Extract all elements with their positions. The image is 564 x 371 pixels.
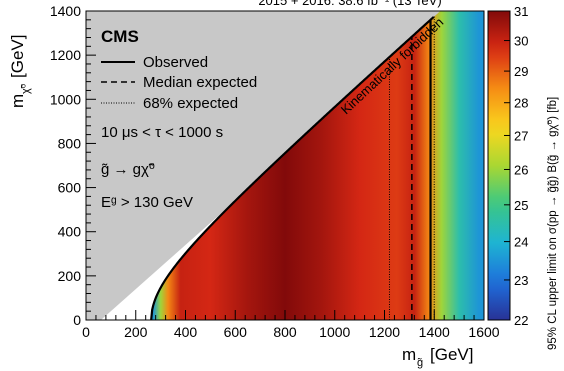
y-axis-label-unit: [GeV] xyxy=(8,35,27,78)
heatmap xyxy=(151,11,484,320)
z-tick-label: 29 xyxy=(514,64,528,79)
chart-header: 2015 + 2016: 38.6 fb⁻¹ (13 TeV) xyxy=(258,0,441,8)
limit-lines xyxy=(388,16,435,320)
diagonal-group xyxy=(150,16,435,321)
colorbar: 22 23 24 25 26 27 28 29 30 31 xyxy=(487,4,528,328)
legend-median-label: Median expected xyxy=(143,74,257,91)
z-tick-label: 24 xyxy=(514,235,528,250)
x-axis-label: m xyxy=(402,345,416,364)
z-tick-label: 22 xyxy=(514,313,528,328)
colorbar-gradient xyxy=(487,10,511,321)
x-tick-label: 1000 xyxy=(319,324,350,340)
x-tick-label: 1400 xyxy=(419,324,450,340)
annotation-decay: g̃ → gχ̃⁰ xyxy=(101,161,155,178)
z-tick-label: 30 xyxy=(514,34,528,49)
y-tick-label: 400 xyxy=(58,224,82,240)
y-tick-label: 1200 xyxy=(50,47,81,63)
x-tick-label: 0 xyxy=(82,324,90,340)
plot-background-group xyxy=(86,11,484,320)
y-axis-label: m xyxy=(8,94,27,108)
z-tick-label: 27 xyxy=(514,128,528,143)
y-axis-title: m χ̃⁰ [GeV] xyxy=(8,35,32,108)
x-tick-label: 600 xyxy=(224,324,248,340)
legend: Observed Median expected 68% expected xyxy=(101,54,257,112)
experiment-label: CMS xyxy=(101,27,139,46)
x-tick-label: 400 xyxy=(174,324,198,340)
legend-observed-label: Observed xyxy=(143,54,208,71)
y-tick-label: 600 xyxy=(58,180,82,196)
y-tick-label: 1000 xyxy=(50,91,81,107)
y-axis: 0 200 400 600 800 1000 1200 1400 xyxy=(50,3,96,328)
x-tick-label: 800 xyxy=(273,324,297,340)
z-tick-label: 25 xyxy=(514,198,528,213)
z-tick-label: 28 xyxy=(514,96,528,111)
heatmap-fill xyxy=(151,11,484,320)
x-axis: 0 200 400 600 800 1000 1200 1400 1600 xyxy=(82,310,500,340)
annotation-lifetime: 10 μs < τ < 1000 s xyxy=(101,124,223,141)
annotation-energy: Eᵍ > 130 GeV xyxy=(101,194,193,211)
boundary-curve xyxy=(150,16,435,321)
y-tick-label: 200 xyxy=(58,268,82,284)
z-tick-label: 31 xyxy=(514,4,528,19)
x-axis-label-unit: [GeV] xyxy=(430,345,473,364)
y-axis-label-sub: χ̃⁰ xyxy=(20,83,32,94)
x-tick-label: 200 xyxy=(124,324,148,340)
legend-band-label: 68% expected xyxy=(143,95,238,112)
y-tick-label: 800 xyxy=(58,135,82,151)
x-axis-label-sub: g̃ xyxy=(417,357,423,369)
colorbar-axis: 22 23 24 25 26 27 28 29 30 31 xyxy=(504,4,528,328)
x-axis-title: m g̃ [GeV] xyxy=(402,345,473,369)
x-tick-label: 1200 xyxy=(369,324,400,340)
colorbar-label: 95% CL upper limit on σ(pp → g̃g̃) B(g̃ … xyxy=(547,97,559,350)
x-tick-label: 1600 xyxy=(468,324,499,340)
y-tick-label: 0 xyxy=(73,312,81,328)
z-tick-label: 26 xyxy=(514,162,528,177)
y-tick-label: 1400 xyxy=(50,3,81,19)
z-tick-label: 23 xyxy=(514,273,528,288)
